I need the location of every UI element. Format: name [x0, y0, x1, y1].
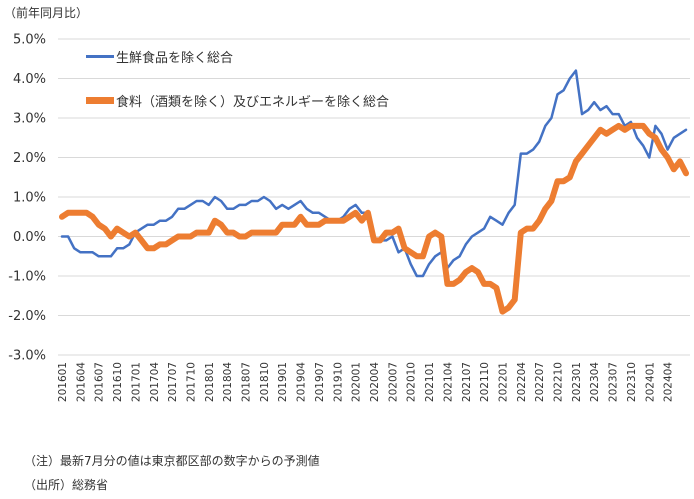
x-tick-label: 201801	[204, 362, 216, 402]
x-tick-label: 201810	[259, 362, 271, 402]
y-tick-label: -2.0%	[8, 309, 46, 324]
legend-label: 食料（酒類を除く）及びエネルギーを除く総合	[116, 95, 390, 110]
y-tick-label: 0.0%	[13, 230, 46, 245]
x-tick-label: 202310	[626, 362, 638, 402]
x-tick-label: 201707	[167, 362, 179, 402]
x-tick-label: 202301	[571, 362, 583, 402]
x-tick-label: 201704	[149, 362, 161, 402]
footnote: （注）最新7月分の値は東京都区部の数字からの予測値	[24, 454, 320, 468]
legend-item-core-core-cpi: 食料（酒類を除く）及びエネルギーを除く総合	[86, 91, 389, 110]
x-tick-label: 201710	[185, 362, 197, 402]
x-tick-label: 202401	[644, 362, 656, 402]
x-tick-label: 202210	[553, 362, 565, 402]
series-line-core-core-cpi	[59, 122, 689, 315]
x-tick-label: 202110	[479, 362, 491, 402]
x-tick-label: 202101	[424, 362, 436, 402]
legend-item-core-cpi: 生鮮食品を除く総合	[86, 47, 233, 66]
legend-label: 生鮮食品を除く総合	[116, 51, 234, 66]
legend-swatch-blue	[86, 55, 114, 58]
x-tick-label: 202104	[442, 362, 454, 402]
x-tick-label: 202404	[663, 362, 675, 402]
y-tick-label: 5.0%	[13, 33, 46, 48]
y-tick-label: 2.0%	[13, 151, 46, 166]
x-tick-label: 201607	[94, 362, 106, 402]
y-tick-label: -1.0%	[8, 270, 46, 285]
x-tick-label: 201701	[130, 362, 142, 402]
legend-swatch-orange	[86, 97, 114, 104]
x-tick-label: 201601	[57, 362, 69, 402]
x-tick-label: 202201	[497, 362, 509, 402]
x-tick-label: 202204	[516, 362, 528, 402]
x-tick-label: 202001	[351, 362, 363, 402]
y-tick-label: -3.0%	[8, 349, 46, 364]
x-tick-label: 201804	[222, 362, 234, 402]
x-tick-label: 202007	[387, 362, 399, 402]
x-tick-label: 202207	[534, 362, 546, 402]
x-tick-label: 202107	[461, 362, 473, 402]
x-tick-label: 201907	[314, 362, 326, 402]
x-tick-label: 202304	[589, 362, 601, 402]
x-tick-label: 201604	[75, 362, 87, 402]
y-tick-label: 1.0%	[13, 191, 46, 206]
x-tick-label: 202307	[608, 362, 620, 402]
x-tick-label: 201901	[277, 362, 289, 402]
y-axis-unit-label: （前年同月比）	[4, 6, 89, 20]
x-tick-label: 202010	[406, 362, 418, 402]
source-note: （出所）総務省	[24, 478, 109, 492]
y-tick-label: 3.0%	[13, 112, 46, 127]
x-tick-label: 201610	[112, 362, 124, 402]
x-tick-label: 201910	[332, 362, 344, 402]
x-tick-label: 202004	[369, 362, 381, 402]
x-tick-label: 201807	[241, 362, 253, 402]
x-tick-label: 201904	[296, 362, 308, 402]
y-tick-label: 4.0%	[13, 72, 46, 87]
